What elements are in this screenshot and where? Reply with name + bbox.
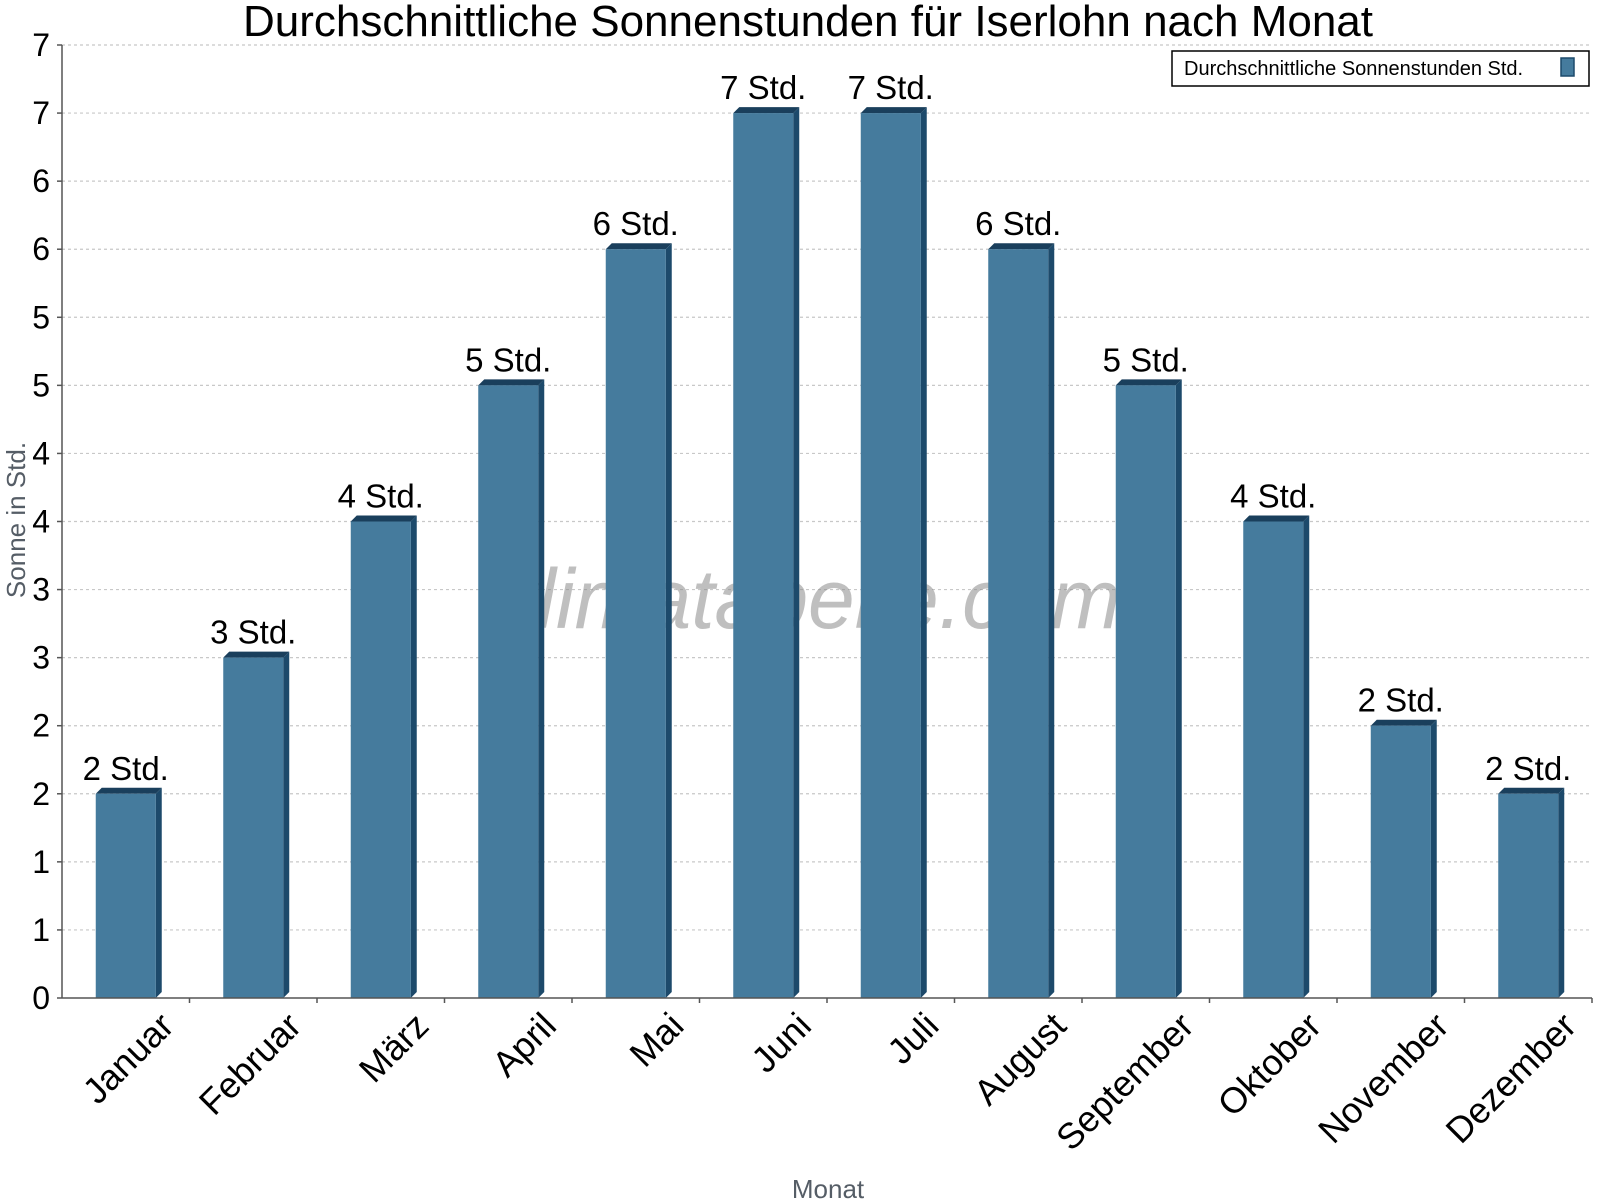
data-label: 6 Std.	[593, 205, 679, 242]
y-tick-label: 2	[32, 776, 50, 812]
bar-side	[283, 651, 290, 998]
bar-side	[1175, 379, 1182, 998]
y-tick-label: 7	[32, 95, 50, 131]
bar-side	[410, 515, 417, 998]
data-label: 7 Std.	[720, 69, 806, 106]
x-tick-label: Mai	[621, 1005, 691, 1075]
y-tick-label: 2	[32, 708, 50, 744]
bar-april: 5 Std.	[465, 341, 551, 998]
bar-series: 2 Std. 3 Std. 4 Std. 5 Std. 6 Std. 7 Std. 7 St…	[83, 69, 1571, 999]
y-tick-label: 3	[32, 572, 50, 608]
x-tick-label: Dezember	[1437, 1005, 1583, 1151]
bar-märz: 4 Std.	[338, 478, 424, 998]
y-tick-label: 4	[32, 504, 50, 540]
bar-side	[1430, 719, 1437, 998]
bar-top	[223, 651, 290, 658]
bar-mai: 6 Std.	[593, 205, 679, 998]
y-axis-label: Sonne in Std.	[1, 442, 31, 598]
data-label: 7 Std.	[848, 69, 934, 106]
legend-box	[1171, 50, 1590, 87]
bar-top	[95, 787, 162, 794]
x-tick-label: April	[484, 1005, 564, 1085]
x-tick-label: Oktober	[1209, 1005, 1329, 1125]
y-tick-label: 6	[32, 163, 50, 199]
x-tick-label: August	[966, 1005, 1074, 1113]
bar	[223, 657, 284, 998]
bar-juli: 7 Std.	[848, 69, 934, 999]
bar	[605, 249, 666, 998]
x-tick-label: Juni	[743, 1005, 819, 1081]
bar	[1370, 725, 1431, 998]
bar-top	[478, 379, 545, 386]
y-tick-label: 3	[32, 640, 50, 676]
x-tick-label: November	[1310, 1005, 1456, 1151]
data-label: 6 Std.	[975, 205, 1061, 242]
x-tick-label: Januar	[75, 1005, 182, 1112]
bar-side	[793, 107, 800, 999]
bar-top	[733, 107, 800, 114]
x-tick-label: Juli	[879, 1005, 946, 1072]
bar-august: 6 Std.	[975, 205, 1061, 998]
y-tick-label: 7	[32, 27, 50, 63]
bar-top	[860, 107, 927, 114]
bar	[350, 521, 411, 998]
data-label: 4 Std.	[338, 478, 424, 515]
y-tick-label: 1	[32, 912, 50, 948]
bar-januar: 2 Std.	[83, 750, 169, 998]
bar-februar: 3 Std.	[210, 614, 296, 998]
x-axis-ticks: Januar Februar März April Mai Juni Juli AugustS…	[75, 998, 1593, 1159]
data-label: 4 Std.	[1230, 478, 1316, 515]
legend-label: Durchschnittliche Sonnenstunden Std.	[1184, 58, 1523, 80]
x-tick-label: September	[1048, 1005, 1202, 1159]
bar-oktober: 4 Std.	[1230, 478, 1316, 998]
x-axis-label: Monat	[792, 1174, 865, 1200]
bar	[733, 113, 794, 999]
bar-side	[1558, 787, 1565, 998]
y-tick-label: 6	[32, 231, 50, 267]
bar	[1243, 521, 1304, 998]
gridlines	[62, 44, 1592, 931]
bar-side	[1303, 515, 1310, 998]
bar	[1115, 385, 1176, 998]
data-label: 5 Std.	[1103, 341, 1189, 378]
chart-title: Durchschnittliche Sonnenstunden für Iser…	[243, 0, 1373, 46]
bar-side	[920, 107, 927, 999]
bar-top	[605, 243, 672, 250]
x-tick-label: März	[351, 1005, 437, 1091]
bar-top	[1498, 787, 1565, 794]
bar-top	[988, 243, 1055, 250]
bar-top	[1243, 515, 1310, 522]
bar-side	[155, 787, 162, 998]
bar-september: 5 Std.	[1103, 341, 1189, 998]
bar-november: 2 Std.	[1358, 682, 1444, 998]
data-label: 3 Std.	[210, 614, 296, 651]
bar	[95, 793, 156, 998]
bar	[478, 385, 539, 998]
data-label: 2 Std.	[1358, 682, 1444, 719]
bar-top	[350, 515, 417, 522]
legend: Durchschnittliche Sonnenstunden Std.	[1171, 50, 1590, 87]
y-tick-label: 0	[32, 980, 50, 1016]
y-tick-label: 4	[32, 435, 50, 471]
bar	[1498, 793, 1559, 998]
x-tick-label: Februar	[191, 1005, 309, 1123]
y-tick-label: 1	[32, 844, 50, 880]
data-label: 2 Std.	[83, 750, 169, 787]
bar-dezember: 2 Std.	[1485, 750, 1571, 998]
data-label: 2 Std.	[1485, 750, 1571, 787]
y-axis-ticks: 0 1 1 2 2 3 3 4 4 5 5 6 6 7 7	[32, 27, 62, 1016]
data-label: 5 Std.	[465, 341, 551, 378]
bar-top	[1115, 379, 1182, 386]
bar-side	[1048, 243, 1055, 998]
bar-juni: 7 Std.	[720, 69, 806, 999]
bar-side	[665, 243, 672, 998]
y-tick-label: 5	[32, 299, 50, 335]
legend-swatch	[1560, 57, 1575, 77]
bar-top	[1370, 719, 1437, 726]
bar-side	[538, 379, 545, 998]
y-tick-label: 5	[32, 367, 50, 403]
bar	[988, 249, 1049, 998]
bar	[860, 113, 921, 999]
